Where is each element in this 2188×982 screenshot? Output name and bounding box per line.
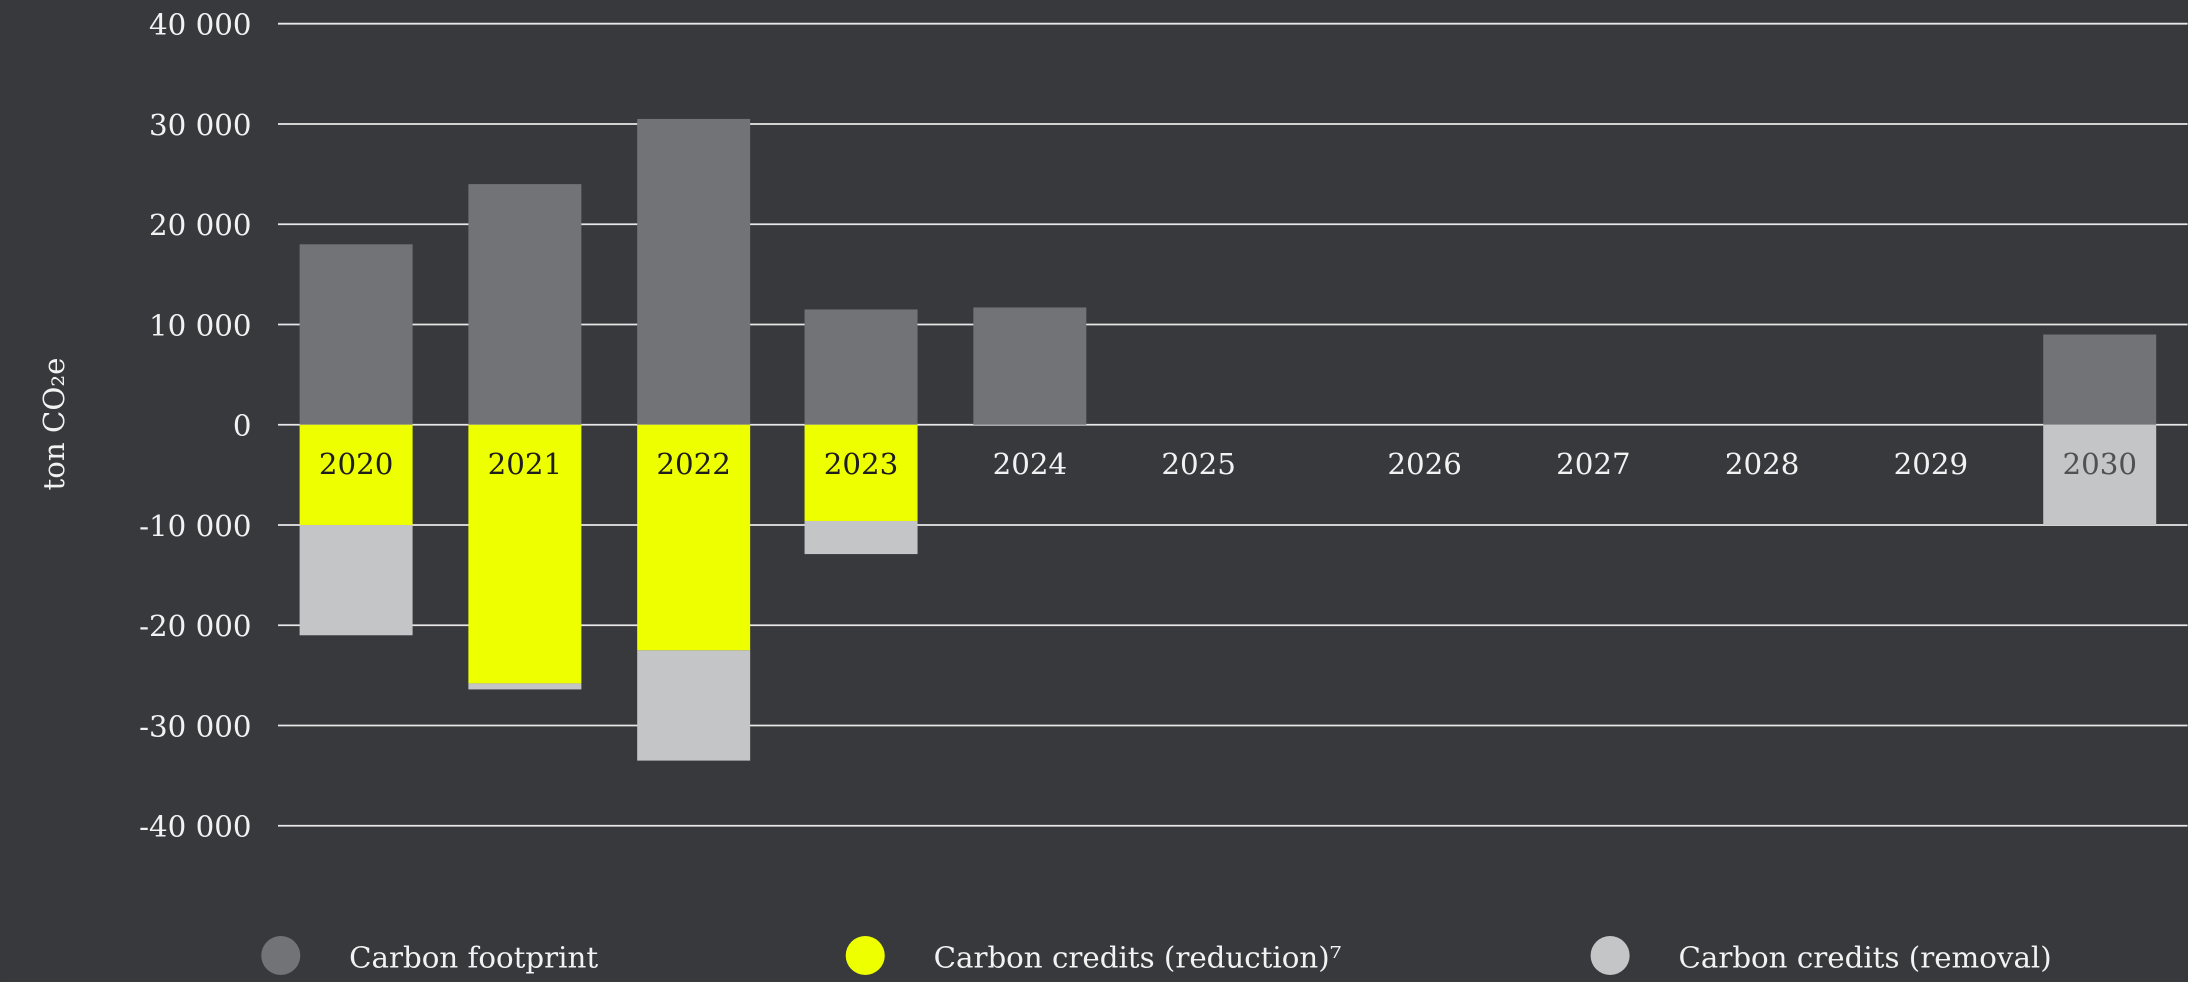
bar-segment <box>973 307 1087 425</box>
x-tick-label: 2027 <box>1556 447 1631 481</box>
y-tick-label: -20 000 <box>139 609 251 643</box>
x-tick-label: 2028 <box>1725 447 1800 481</box>
x-tick-label: 2026 <box>1387 447 1462 481</box>
y-tick-label: 40 000 <box>149 8 251 42</box>
x-tick-label: 2025 <box>1161 447 1236 481</box>
y-tick-label: 0 <box>233 409 252 443</box>
bar-segment <box>804 520 918 555</box>
bar-segment <box>637 650 751 761</box>
bar-segment <box>2043 334 2157 425</box>
bar-segment <box>804 424 918 521</box>
y-tick-label: -30 000 <box>139 709 251 743</box>
bar-segment <box>468 184 582 425</box>
x-tick-label: 2023 <box>824 447 899 481</box>
x-tick-label: 2021 <box>488 447 563 481</box>
bar-segment <box>637 424 751 651</box>
bar-segment <box>804 309 918 425</box>
bar-segment <box>2043 424 2157 526</box>
x-tick-label: 2022 <box>656 447 731 481</box>
legend-marker <box>845 935 885 976</box>
bar-segment <box>468 424 582 684</box>
x-tick-label: 2030 <box>2062 447 2137 481</box>
bar-segment <box>299 424 413 526</box>
bar-segment <box>637 118 751 425</box>
legend-marker <box>1590 935 1630 976</box>
y-tick-label: 30 000 <box>149 108 251 142</box>
x-tick-label: 2029 <box>1894 447 1969 481</box>
y-tick-label: -40 000 <box>139 810 251 844</box>
bar-segment <box>299 244 413 425</box>
y-axis-label: ton CO₂e <box>37 358 71 491</box>
x-tick-label: 2020 <box>319 447 394 481</box>
y-tick-label: 20 000 <box>149 208 251 242</box>
legend-label: Carbon footprint <box>349 941 598 975</box>
bar-segment <box>468 683 582 690</box>
legend-label: Carbon credits (removal) <box>1678 941 2051 975</box>
legend-label: Carbon credits (reduction)⁷ <box>934 941 1342 975</box>
legend-marker <box>261 935 301 976</box>
y-tick-label: 10 000 <box>149 308 251 342</box>
y-tick-label: -10 000 <box>139 509 251 543</box>
x-tick-label: 2024 <box>993 447 1068 481</box>
bar-segment <box>299 525 413 636</box>
